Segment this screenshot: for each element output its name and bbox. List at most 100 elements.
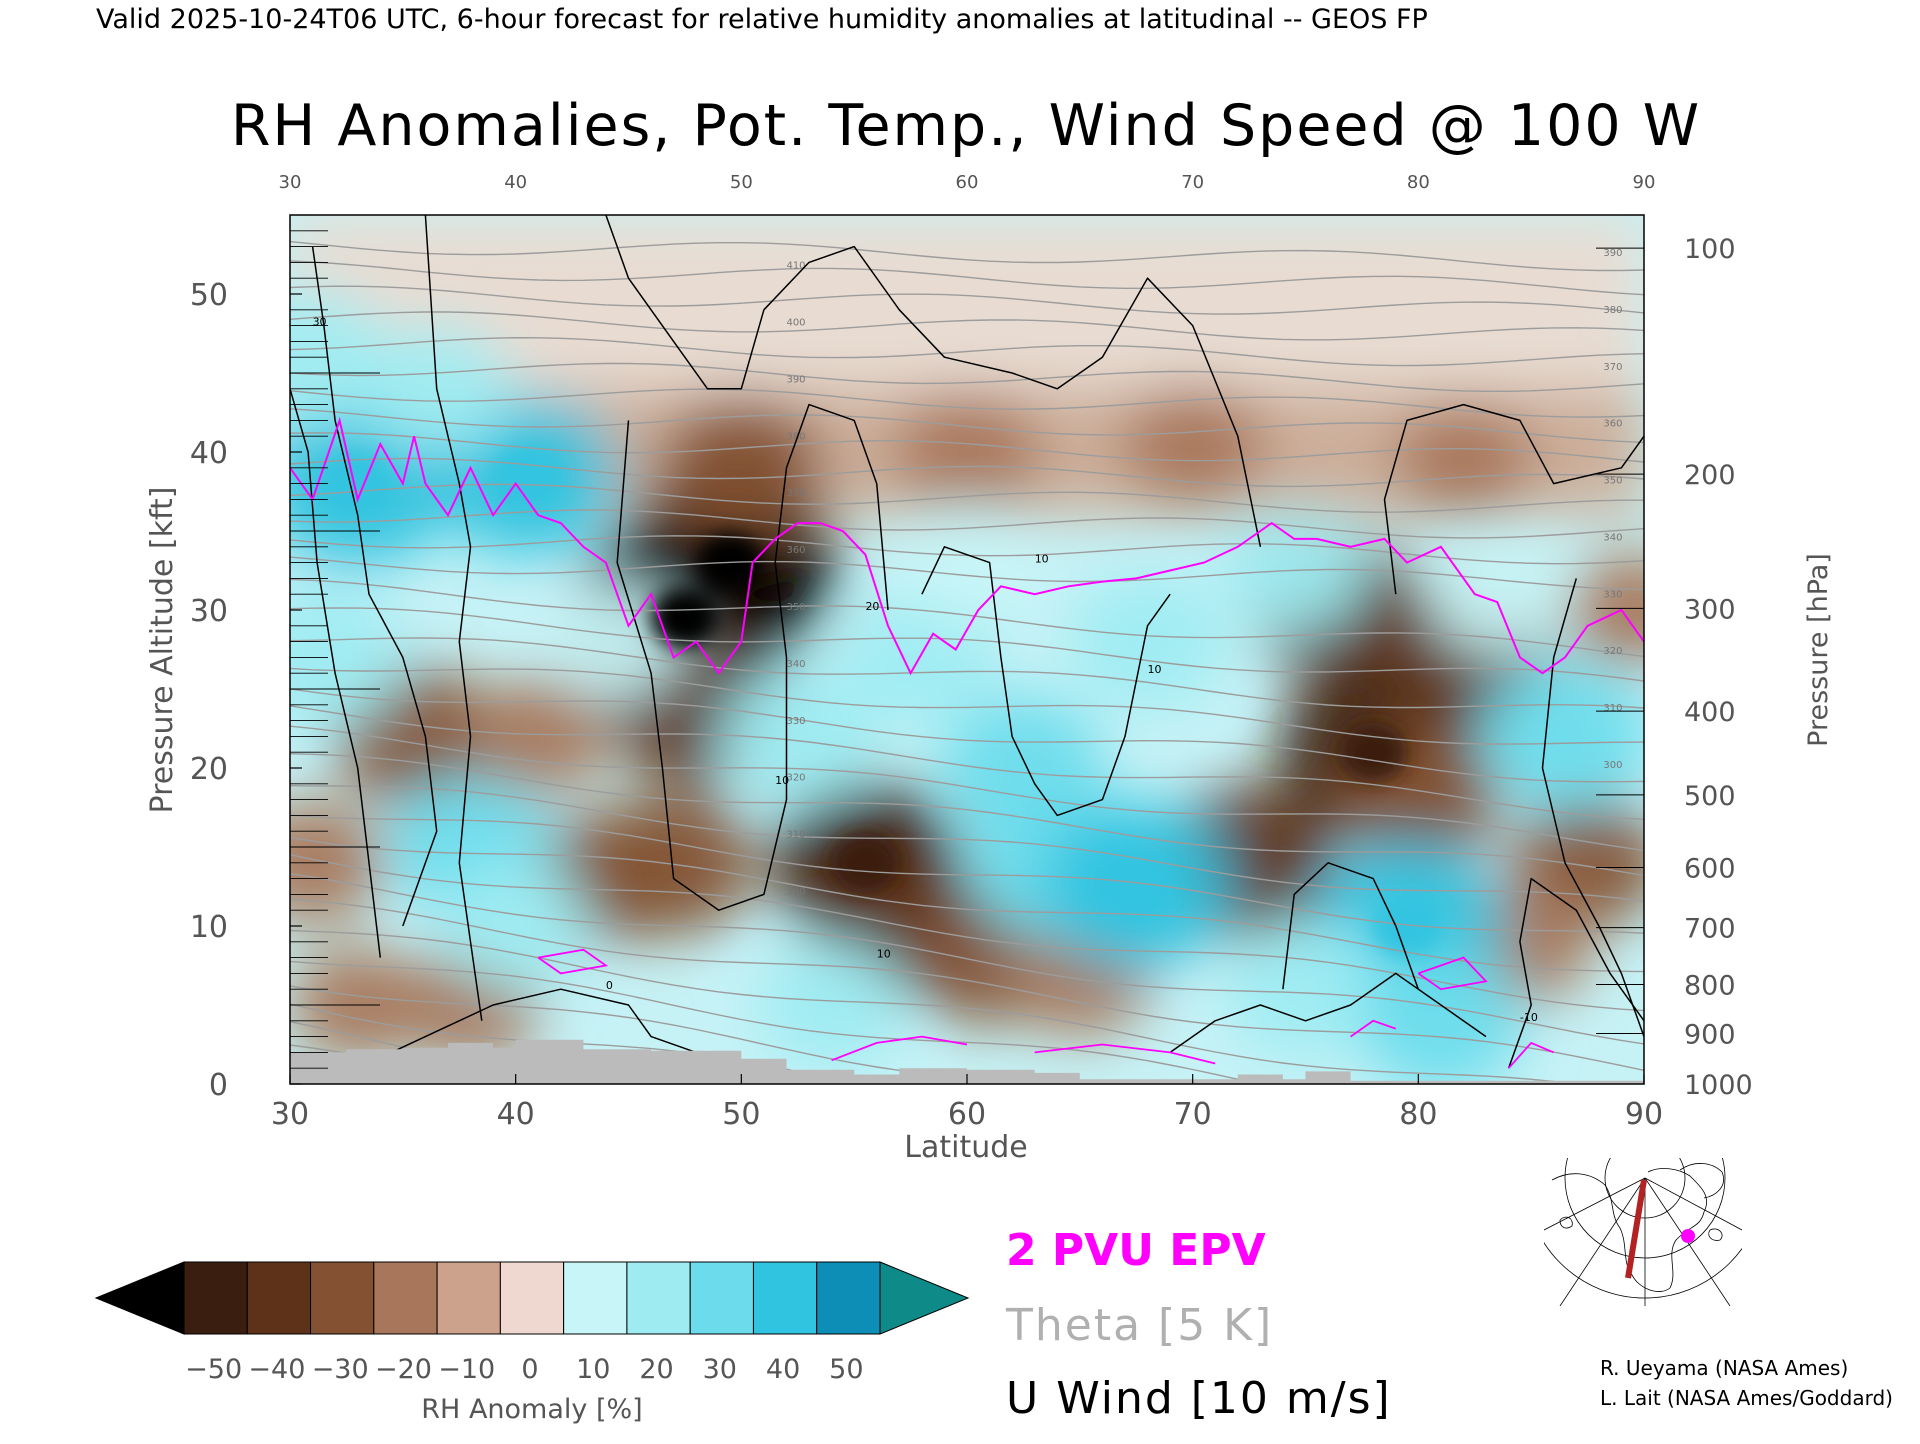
theta-label: 390	[786, 374, 805, 385]
colorbar-tick-label: 20	[639, 1354, 673, 1385]
rh-blob	[1394, 401, 1532, 519]
rh-blob	[1121, 382, 1264, 506]
epv-line	[1507, 1041, 1555, 1069]
theta-label: 300	[1603, 760, 1622, 771]
rh-blob	[844, 589, 1000, 725]
theta-label: 370	[786, 488, 805, 499]
y-tick-label: 0	[209, 1068, 228, 1103]
colorbar-tick-label: 10	[576, 1354, 610, 1385]
section-line	[1625, 1179, 1647, 1279]
theta-contour	[290, 637, 1644, 709]
credit-line-1: R. Ueyama (NASA Ames)	[1600, 1356, 1848, 1380]
theta-contour	[290, 432, 1644, 463]
theta-label: 370	[1603, 362, 1622, 373]
theta-contour	[290, 362, 1644, 392]
colorbar-cell	[183, 1261, 248, 1335]
rh-core	[1339, 722, 1408, 783]
rh-core	[831, 832, 900, 893]
u-wind-contour	[1282, 862, 1420, 990]
x-top-tick-label: 90	[1633, 172, 1656, 193]
theta-label: 390	[1603, 248, 1622, 259]
epv-2pvu-contour	[290, 416, 1644, 1069]
u-wind-contour	[1383, 403, 1644, 595]
colorbar-label: RH Anomaly [%]	[421, 1394, 642, 1425]
theta-contour	[290, 854, 1644, 1012]
colorbar-cell	[436, 1261, 501, 1335]
theta-label: 380	[1603, 305, 1622, 316]
chart-title: RH Anomalies, Pot. Temp., Wind Speed @ 1…	[231, 93, 1701, 159]
u-wind-label: -10	[1520, 1011, 1538, 1024]
y-tick-label: 30	[190, 594, 228, 629]
rh-blob	[659, 395, 824, 540]
theta-contour	[290, 607, 1644, 682]
rh-core	[650, 587, 719, 648]
colorbar-tick-label: 40	[766, 1354, 800, 1385]
u-wind-contour	[605, 215, 1262, 547]
pressure-axis-label: Pressure [hPa]	[1803, 553, 1834, 747]
rh-blob	[468, 677, 608, 796]
x-tick-label: 60	[948, 1097, 986, 1132]
epv-line	[1034, 1043, 1216, 1065]
colorbar-over-triangle	[879, 1261, 970, 1335]
u-wind-label: 10	[1148, 663, 1162, 676]
x-top-tick-label: 60	[956, 172, 979, 193]
map-marker	[1681, 1229, 1695, 1243]
colorbar-cells	[183, 1261, 881, 1335]
u-wind-contour	[921, 546, 1171, 817]
theta-contour	[290, 725, 1644, 852]
theta-label: 420	[1603, 77, 1622, 88]
epv-line	[831, 1035, 968, 1062]
theta-contour	[290, 311, 1644, 341]
theta-contour	[290, 753, 1644, 877]
u-wind-label: 0	[606, 979, 613, 992]
valid-time-line: Valid 2025-10-24T06 UTC, 6-hour forecast…	[96, 4, 1428, 35]
y-tick-label: 10	[190, 910, 228, 945]
rh-blob	[717, 666, 878, 807]
colorbar-tick-label: −40	[248, 1354, 305, 1385]
rh-blob	[1069, 573, 1226, 710]
colorbar-tick-label: 50	[829, 1354, 863, 1385]
credit-line-2: L. Lait (NASA Ames/Goddard)	[1600, 1386, 1893, 1410]
colorbar-cell	[310, 1261, 375, 1335]
epv-line	[290, 416, 1644, 676]
rh-core-layer	[323, 445, 1442, 956]
pressure-axis: 1000 900 800 700 600 500 400 300 200 100	[1596, 234, 1753, 1101]
theta-contour	[290, 408, 1644, 444]
legend-wind: U Wind [10 m/s]	[1006, 1373, 1392, 1424]
theta-label: 420	[786, 204, 805, 215]
rh-blob	[894, 389, 1040, 515]
theta-contour	[290, 457, 1644, 488]
rh-core	[1373, 896, 1442, 956]
colorbar-tick-label: 30	[703, 1354, 737, 1385]
theta-label: 340	[1603, 532, 1622, 543]
theta-contour	[290, 872, 1644, 1045]
colorbar-cell	[816, 1261, 881, 1335]
pressure-tick-label: 400	[1684, 697, 1736, 728]
u-wind-contour	[424, 215, 483, 1021]
x-top-tick-label: 40	[504, 172, 527, 193]
colorbar-tick-labels: −50 −40 −30 −20 −10 0 10 20 30 40 50	[185, 1354, 863, 1385]
x-top-tick-label: 80	[1407, 172, 1430, 193]
theta-contour	[290, 836, 1644, 973]
y-axis-label: Pressure Altitude [kft]	[145, 487, 180, 814]
epv-line	[537, 948, 609, 975]
y-tick-label: 20	[190, 752, 228, 787]
theta-contour	[290, 785, 1644, 902]
u-wind-label: 30	[313, 316, 327, 329]
legend-theta: Theta [5 K]	[1005, 1300, 1273, 1351]
theta-label: 360	[1603, 419, 1622, 430]
theta-contour	[290, 578, 1644, 658]
theta-contour	[290, 688, 1644, 783]
theta-label: 400	[786, 318, 805, 329]
theta-contour	[290, 667, 1644, 745]
plot-area: 3003003103103203203303303403403503503603…	[290, 77, 1644, 1084]
u-wind-label: 10	[877, 948, 891, 961]
rh-blob	[1566, 554, 1644, 666]
u-wind-contour	[1169, 972, 1487, 1054]
theta-label: 330	[1603, 589, 1622, 600]
epv-line	[1350, 1019, 1397, 1038]
x-tick-label: 90	[1625, 1097, 1663, 1132]
pressure-tick-label: 100	[1684, 234, 1736, 265]
colorbar-cell	[626, 1261, 691, 1335]
colorbar-tick-label: −30	[312, 1354, 369, 1385]
